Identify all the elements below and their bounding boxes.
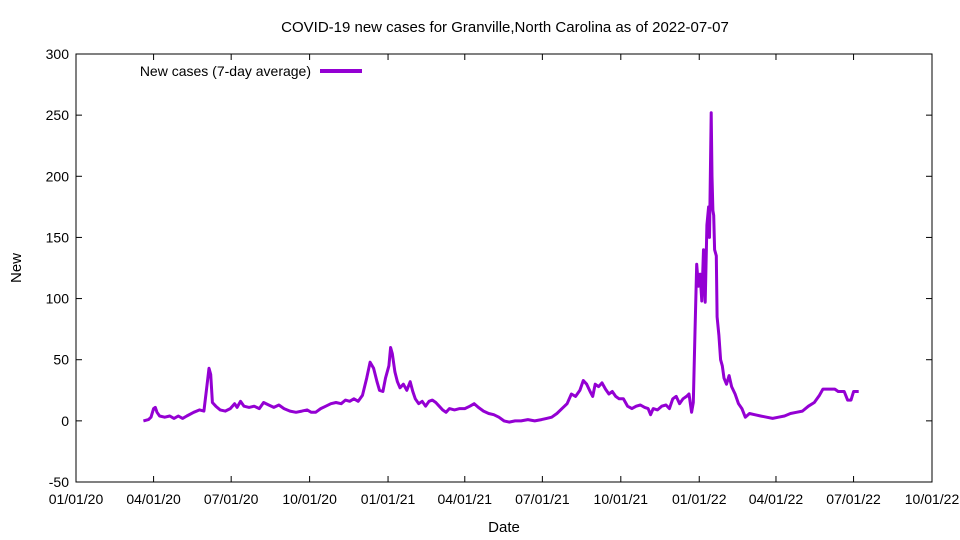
plot-frame — [75, 53, 933, 483]
y-axis-ticks: -50 0 50 100 150 200 250 300 — [46, 46, 932, 490]
x-tick-label: 07/01/22 — [826, 491, 881, 507]
x-axis-ticks: 01/01/20 04/01/20 07/01/20 10/01/20 01/01/21… — [49, 54, 960, 507]
x-tick-label: 10/01/22 — [905, 491, 960, 507]
series-line — [143, 111, 859, 424]
x-tick-label: 04/01/20 — [126, 491, 181, 507]
x-tick-label: 07/01/20 — [204, 491, 259, 507]
x-tick-label: 01/01/20 — [49, 491, 104, 507]
y-axis-label: New — [8, 253, 25, 283]
y-tick-label: 50 — [53, 352, 69, 368]
y-tick-label: 300 — [46, 46, 70, 62]
x-tick-label: 04/01/21 — [438, 491, 493, 507]
chart-title: COVID-19 new cases for Granville,North C… — [281, 19, 729, 36]
x-axis-label: Date — [488, 519, 520, 536]
x-tick-label: 07/01/21 — [515, 491, 570, 507]
y-tick-label: 150 — [46, 229, 70, 245]
legend-label: New cases (7-day average) — [140, 63, 311, 79]
x-tick-label: 10/01/20 — [282, 491, 337, 507]
y-tick-label: 250 — [46, 107, 70, 123]
x-tick-label: 04/01/22 — [749, 491, 804, 507]
y-tick-label: -50 — [49, 474, 69, 490]
x-tick-label: 01/01/21 — [361, 491, 416, 507]
series-layer — [143, 111, 859, 424]
y-tick-label: 100 — [46, 291, 70, 307]
x-tick-label: 01/01/22 — [672, 491, 727, 507]
x-tick-label: 10/01/21 — [594, 491, 649, 507]
y-tick-label: 200 — [46, 168, 70, 184]
legend: New cases (7-day average) — [140, 63, 362, 79]
y-tick-label: 0 — [61, 413, 69, 429]
